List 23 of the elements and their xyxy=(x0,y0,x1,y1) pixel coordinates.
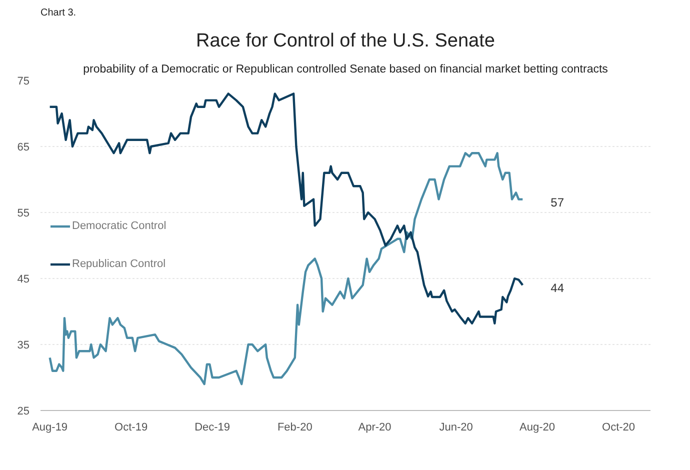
x-tick-label: Aug-19 xyxy=(32,422,68,434)
y-tick-label: 35 xyxy=(17,340,30,352)
y-tick-label: 25 xyxy=(17,406,30,418)
y-tick-label: 55 xyxy=(17,208,30,220)
x-tick-label: Jun-20 xyxy=(439,422,473,434)
legend-label: Democratic Control xyxy=(72,220,166,232)
x-tick-label: Aug-20 xyxy=(520,422,556,434)
legend-label: Republican Control xyxy=(72,258,166,270)
chart-title: Race for Control of the U.S. Senate xyxy=(196,30,495,52)
y-tick-label: 45 xyxy=(17,274,30,286)
x-tick-label: Apr-20 xyxy=(358,422,392,434)
line-series xyxy=(48,92,524,324)
line-series xyxy=(48,152,524,386)
x-tick-label: Oct-20 xyxy=(602,422,636,434)
chart-subtitle: probability of a Democratic or Republican controlled Senate based on financial market betting contracts xyxy=(83,64,608,76)
x-tick-label: Oct-19 xyxy=(114,422,148,434)
caption: Chart 3. xyxy=(40,8,76,18)
x-tick-label: Dec-19 xyxy=(194,422,230,434)
annotation: 44 xyxy=(550,281,564,296)
x-tick-label: Feb-20 xyxy=(277,422,312,434)
y-tick-label: 75 xyxy=(17,76,30,88)
y-tick-label: 65 xyxy=(17,142,30,154)
annotation: 57 xyxy=(550,195,564,210)
